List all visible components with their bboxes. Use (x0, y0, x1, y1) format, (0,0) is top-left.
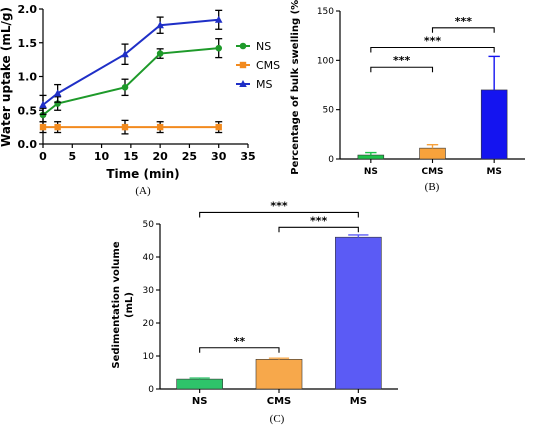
panel-a-x-tick-label: 10 (94, 150, 110, 163)
bar-ms (480, 89, 508, 160)
panel-a-y-tick-label: 0.0 (18, 138, 38, 151)
significance-bracket: *** (431, 15, 495, 33)
error-bar-ms (488, 55, 500, 90)
panel-a-x-tick-label: 20 (152, 150, 168, 163)
panel-a-x-tick-label: 35 (240, 150, 255, 163)
series-cms-point (39, 123, 47, 131)
panel-a-x-tick-label: 25 (182, 150, 197, 163)
series-ms-point (39, 100, 47, 108)
panel-b-label: (B) (425, 181, 440, 193)
series-ns-point (215, 44, 223, 52)
significance-label: ** (234, 335, 246, 348)
series-cms-point (156, 123, 164, 131)
series-cms-point (121, 123, 129, 131)
error-bar-ms (348, 234, 369, 238)
error-bar-ns (189, 377, 210, 380)
legend-item-cms: CMS (236, 59, 280, 72)
panel-a-water-uptake-chart: Water uptake (mL/g) Time (min) (A) 0.0 0.… (0, 3, 280, 197)
panel-b-bulk-swelling-chart: Percentage of bulk swelling (%) (B) 0 50 1… (290, 0, 525, 193)
panel-a-ylabel: Water uptake (mL/g) (0, 7, 13, 147)
panel-a-x-tick-label: 5 (68, 150, 76, 163)
y-tick-label: 10 (143, 352, 155, 362)
y-tick-label: 20 (143, 319, 155, 329)
error-bar-cms (426, 143, 439, 149)
significance-label: *** (455, 15, 473, 28)
legend-marker (239, 42, 247, 50)
bar-ns (176, 378, 223, 390)
y-tick-label: 40 (143, 253, 155, 263)
significance-bracket: *** (370, 35, 495, 53)
series-ns-line (42, 47, 219, 116)
significance-label: *** (424, 35, 442, 48)
significance-bracket: *** (370, 54, 434, 73)
series-ms-point (53, 89, 62, 97)
significance-label: *** (393, 54, 411, 67)
legend-label: MS (256, 78, 272, 91)
panel-c-sedimentation-chart: Sedimentation volume (mL) (C) 0 10 20 30 40 5… (111, 199, 398, 425)
legend-marker (239, 80, 247, 87)
panel-a-x-tick-label: 30 (211, 150, 227, 163)
panel-a-y-tick-label: 1.5 (18, 37, 38, 50)
series-ms-point (156, 21, 164, 29)
y-tick-label: 50 (143, 220, 155, 230)
series-ms-point (121, 50, 129, 58)
error-bar-cms (268, 357, 290, 360)
series-ns-point (39, 111, 47, 119)
series-ms-point (214, 15, 223, 23)
significance-label: *** (270, 199, 288, 212)
significance-bracket: *** (278, 214, 359, 233)
panel-a-x-tick-label: 15 (123, 150, 138, 163)
significance-bracket: ** (199, 335, 280, 353)
series-ns-point (121, 84, 129, 91)
x-tick-label-cms: CMS (267, 396, 292, 407)
panel-c-label: (C) (270, 413, 285, 425)
y-tick-label: 30 (143, 286, 155, 296)
legend-label: CMS (256, 59, 280, 72)
error-bar-ns (365, 151, 377, 156)
bar-ms (335, 236, 382, 390)
y-tick-label: 100 (317, 56, 334, 66)
panel-a-y-tick-label: 2.0 (18, 3, 38, 16)
panel-a-x-tick-label: 0 (39, 150, 47, 163)
y-tick-label: 0 (148, 385, 154, 395)
panel-a-xlabel: Time (min) (106, 167, 179, 181)
bar-ns (357, 154, 385, 160)
series-cms-point (54, 123, 61, 131)
x-tick-label-ms: MS (350, 396, 367, 407)
series-cms-point (215, 123, 222, 131)
x-tick-label-ns: NS (364, 167, 378, 177)
x-tick-label-ms: MS (486, 167, 501, 177)
x-tick-label-cms: CMS (421, 167, 443, 177)
significance-label: *** (310, 214, 328, 227)
series-ms-line (42, 18, 219, 106)
panel-a-y-tick-label: 1.0 (18, 71, 38, 84)
legend-marker (239, 61, 247, 69)
panel-c-ylabel-line2: (mL) (124, 292, 135, 318)
y-tick-label: 0 (328, 155, 334, 165)
bar-cms (255, 358, 303, 390)
series-ns-point (156, 50, 164, 57)
legend-item-ns: NS (236, 40, 271, 53)
bar-cms (419, 147, 446, 160)
legend-item-ms: MS (236, 78, 272, 91)
panel-a-label: (A) (135, 185, 151, 197)
panel-a-y-tick-label: 0.5 (18, 104, 38, 117)
legend-label: NS (256, 40, 271, 53)
significance-bracket: *** (199, 199, 359, 218)
x-tick-label-ns: NS (192, 396, 208, 407)
panel-c-ylabel-line1: Sedimentation volume (111, 241, 122, 368)
y-tick-label: 50 (323, 106, 335, 116)
panel-b-ylabel: Percentage of bulk swelling (%) (290, 0, 301, 175)
y-tick-label: 150 (317, 7, 334, 17)
